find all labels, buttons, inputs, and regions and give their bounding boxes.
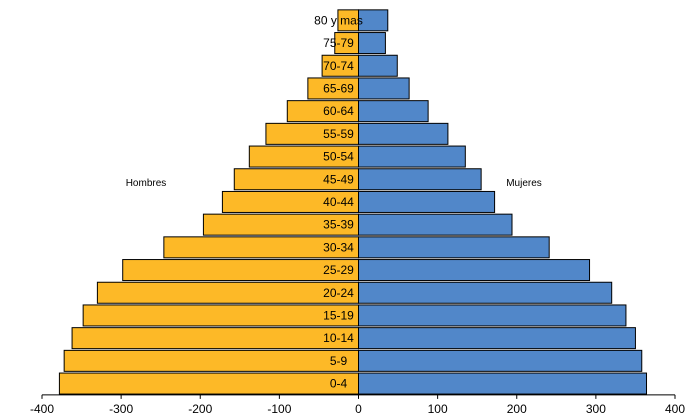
age-label-65-69: 65-69 bbox=[323, 81, 354, 95]
bar-mujeres-5-9 bbox=[358, 349, 643, 372]
bar-mujeres-0-4 bbox=[358, 372, 648, 395]
bar-hombres-20-24 bbox=[96, 281, 359, 304]
age-label-25-29: 25-29 bbox=[323, 263, 354, 277]
age-labels: 0-4 5-9 10-14 15-19 20-24 25-29 30-34 35-39 40-4… bbox=[314, 13, 363, 390]
bar-mujeres-10-14 bbox=[358, 327, 636, 350]
bar-hombres-10-14 bbox=[71, 327, 359, 350]
age-label-75-79: 75-79 bbox=[323, 36, 354, 50]
x-tick-label-200: 200 bbox=[507, 402, 527, 416]
bar-mujeres-65-69 bbox=[358, 77, 410, 100]
age-label-60-64: 60-64 bbox=[323, 104, 354, 118]
bar-mujeres-15-19 bbox=[358, 304, 627, 327]
series-label-hombres: Hombres bbox=[126, 178, 167, 189]
age-label-30-34: 30-34 bbox=[323, 240, 354, 254]
age-label-50-54: 50-54 bbox=[323, 150, 354, 164]
x-tick-label--200: -200 bbox=[188, 402, 212, 416]
age-label-55-59: 55-59 bbox=[323, 127, 354, 141]
bar-mujeres-30-34 bbox=[358, 236, 550, 259]
bar-mujeres-60-64 bbox=[358, 100, 429, 123]
age-label-15-19: 15-19 bbox=[323, 308, 354, 322]
bar-mujeres-25-29 bbox=[358, 259, 591, 282]
bar-hombres-0-4 bbox=[58, 372, 359, 395]
age-label-80 y mas: 80 y mas bbox=[314, 13, 363, 27]
x-tick-label-0: 0 bbox=[355, 402, 362, 416]
bar-hombres-5-9 bbox=[63, 349, 359, 372]
x-tick-label-300: 300 bbox=[586, 402, 606, 416]
age-label-20-24: 20-24 bbox=[323, 286, 354, 300]
bar-mujeres-55-59 bbox=[358, 122, 449, 145]
bar-mujeres-70-74 bbox=[358, 54, 398, 77]
x-tick-label-400: 400 bbox=[665, 402, 685, 416]
age-label-70-74: 70-74 bbox=[323, 59, 354, 73]
bar-hombres-15-19 bbox=[82, 304, 360, 327]
x-tick-label--400: -400 bbox=[30, 402, 54, 416]
age-label-0-4: 0-4 bbox=[330, 377, 348, 391]
age-label-10-14: 10-14 bbox=[323, 331, 354, 345]
age-label-35-39: 35-39 bbox=[323, 218, 354, 232]
age-label-40-44: 40-44 bbox=[323, 195, 354, 209]
age-label-5-9: 5-9 bbox=[330, 354, 348, 368]
x-tick-label-100: 100 bbox=[428, 402, 448, 416]
bar-mujeres-35-39 bbox=[358, 213, 513, 236]
bar-mujeres-80 y mas bbox=[358, 9, 389, 32]
age-label-45-49: 45-49 bbox=[323, 172, 354, 186]
bar-mujeres-50-54 bbox=[358, 145, 466, 168]
x-tick-label--300: -300 bbox=[109, 402, 133, 416]
bar-mujeres-20-24 bbox=[358, 281, 613, 304]
bars-layer bbox=[58, 9, 648, 395]
bar-mujeres-75-79 bbox=[358, 32, 386, 55]
series-label-mujeres: Mujeres bbox=[506, 178, 542, 189]
x-axis: -400 -300 -200 -100 0 100 200 300 400 bbox=[30, 394, 685, 416]
bar-mujeres-40-44 bbox=[358, 190, 496, 213]
bar-mujeres-45-49 bbox=[358, 168, 482, 191]
x-tick-label--100: -100 bbox=[267, 402, 291, 416]
